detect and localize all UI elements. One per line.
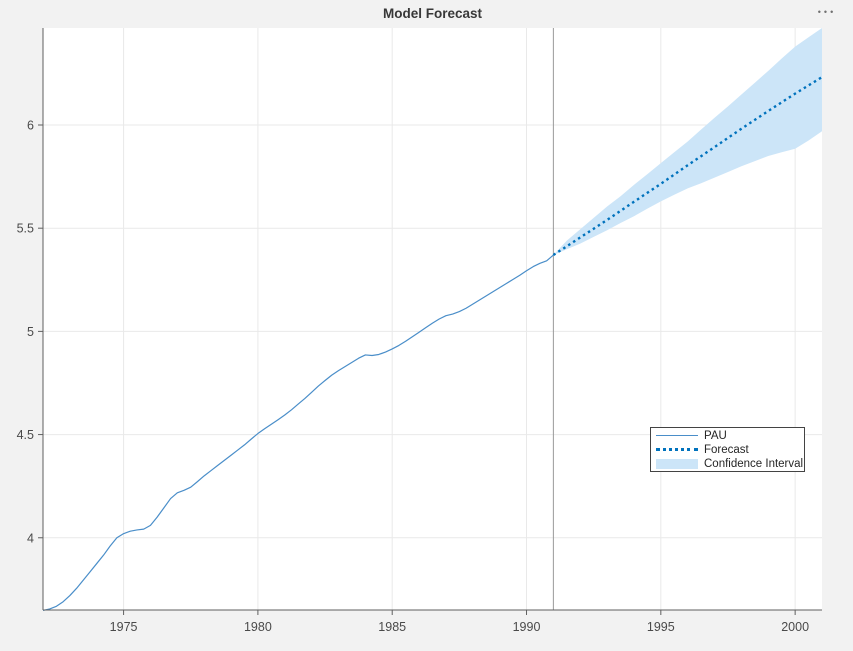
- chart-title: Model Forecast: [382, 6, 483, 21]
- pau-line-swatch: [656, 435, 698, 436]
- y-tick-label: 4: [27, 531, 34, 545]
- legend: PAU Forecast Confidence Interval: [650, 427, 805, 472]
- ellipsis-icon: •••: [817, 7, 837, 17]
- legend-label-pau: PAU: [704, 429, 727, 442]
- plot-area: [43, 28, 822, 610]
- confidence-patch-swatch: [656, 458, 698, 469]
- forecast-line-swatch: [656, 448, 698, 451]
- pau-line: [42, 254, 554, 611]
- legend-label-confidence-interval: Confidence Interval: [704, 457, 804, 470]
- x-tick-label: 2000: [781, 620, 809, 634]
- x-tick-label: 1975: [110, 620, 138, 634]
- legend-item-confidence-interval: Confidence Interval: [656, 457, 804, 470]
- x-tick-label: 1990: [513, 620, 541, 634]
- legend-item-pau: PAU: [656, 429, 804, 442]
- y-tick-label: 5.5: [17, 222, 34, 236]
- y-tick-label: 6: [27, 119, 34, 133]
- x-tick-label: 1985: [378, 620, 406, 634]
- y-tick-label: 5: [27, 325, 34, 339]
- x-tick-label: 1980: [244, 620, 272, 634]
- legend-item-forecast: Forecast: [656, 443, 804, 456]
- y-tick-label: 4.5: [17, 428, 34, 442]
- more-options-button[interactable]: •••: [813, 2, 841, 22]
- legend-label-forecast: Forecast: [704, 443, 749, 456]
- forecast-line: [552, 76, 823, 257]
- x-tick-label: 1995: [647, 620, 675, 634]
- confidence-band: [553, 28, 822, 256]
